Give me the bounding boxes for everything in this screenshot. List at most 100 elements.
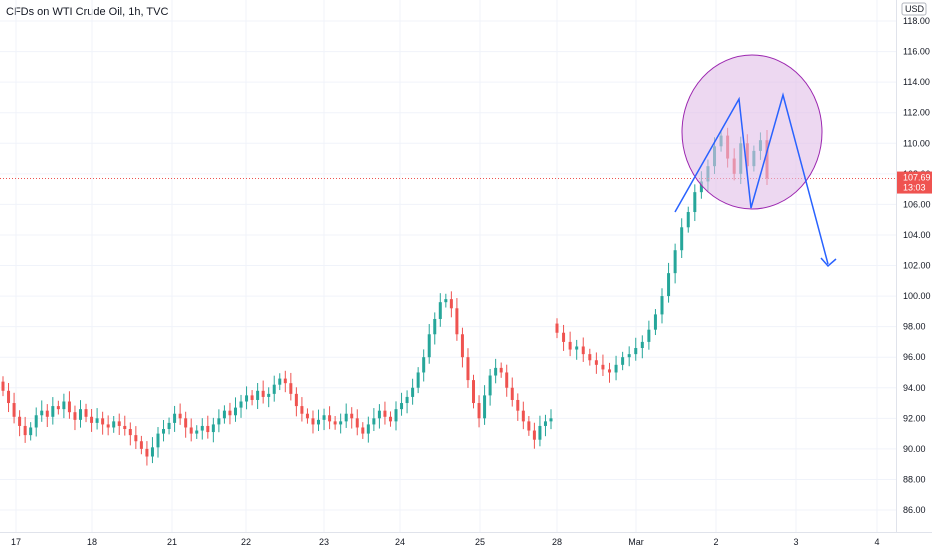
candle-body xyxy=(527,421,531,431)
price-tick-label: 98.00 xyxy=(903,322,926,332)
candle-body xyxy=(588,354,592,361)
candle-body xyxy=(416,372,420,388)
candle-body xyxy=(422,357,426,373)
candle-body xyxy=(95,418,99,423)
candle-body xyxy=(84,409,88,417)
candle-body xyxy=(640,341,644,349)
candle-body xyxy=(660,296,664,315)
price-tick-label: 106.00 xyxy=(903,199,931,209)
candle-body xyxy=(350,413,354,419)
candle-body xyxy=(466,357,470,381)
candle-body xyxy=(78,409,82,420)
candle-body xyxy=(239,401,243,408)
candle-body xyxy=(305,413,309,419)
candle-body xyxy=(184,418,188,428)
candle-body xyxy=(433,318,437,335)
candle-body xyxy=(686,212,690,228)
candlestick-series xyxy=(0,127,896,466)
candle-body xyxy=(328,415,332,422)
time-tick-label: 2 xyxy=(713,537,718,547)
candle-body xyxy=(647,329,651,342)
candle-body xyxy=(667,273,671,297)
candle-body xyxy=(12,403,16,417)
candle-body xyxy=(444,299,448,303)
candle-body xyxy=(200,425,204,431)
last-price-tag xyxy=(897,171,932,194)
projection-path[interactable] xyxy=(674,92,829,265)
candle-body xyxy=(45,410,49,417)
candle-body xyxy=(283,378,287,384)
user-drawings[interactable] xyxy=(674,54,837,268)
candle-body xyxy=(562,332,566,342)
candle-body xyxy=(222,410,226,419)
price-axis[interactable]: USD118.00116.00114.00112.00110.00108.001… xyxy=(896,0,932,532)
candle-body xyxy=(366,424,370,434)
candle-body xyxy=(614,364,618,373)
candle-body xyxy=(206,425,210,433)
candle-body xyxy=(405,396,409,404)
price-tick-label: 94.00 xyxy=(903,383,926,393)
candle-body xyxy=(333,421,337,425)
candle-body xyxy=(106,424,110,428)
candle-body xyxy=(411,387,415,397)
price-tick-label: 114.00 xyxy=(903,77,930,87)
candle-body xyxy=(372,418,376,425)
candle-body xyxy=(272,384,276,394)
candle-body xyxy=(383,410,387,417)
candle-body xyxy=(581,346,585,355)
time-tick-label: 21 xyxy=(167,537,177,547)
candle-body xyxy=(29,427,33,436)
candle-body xyxy=(339,421,343,425)
time-tick-label: 25 xyxy=(475,537,485,547)
candle-body xyxy=(1,381,5,391)
candle-body xyxy=(621,357,625,365)
time-tick-label: 28 xyxy=(552,537,562,547)
candle-body xyxy=(51,406,55,417)
candle-body xyxy=(634,348,638,355)
time-tick-label: 4 xyxy=(874,537,879,547)
countdown-label: 13:03 xyxy=(903,183,926,193)
time-tick-label: 22 xyxy=(241,537,251,547)
highlight-ellipse[interactable] xyxy=(681,54,823,210)
price-tick-label: 86.00 xyxy=(903,505,926,515)
candle-body xyxy=(156,433,160,448)
candle-body xyxy=(167,422,171,430)
candle-body xyxy=(427,334,431,358)
currency-box[interactable] xyxy=(901,2,927,16)
candle-body xyxy=(40,410,44,416)
candle-body xyxy=(90,416,94,423)
candle-body xyxy=(538,425,542,440)
candle-body xyxy=(18,416,22,426)
price-tick-label: 102.00 xyxy=(903,261,931,271)
candle-body xyxy=(228,410,232,416)
candle-body xyxy=(344,413,348,422)
candle-body xyxy=(693,192,697,213)
candle-body xyxy=(62,401,66,410)
price-tick-label: 110.00 xyxy=(903,138,930,148)
candle-body xyxy=(101,418,105,425)
time-axis[interactable]: 17 18 21 22 23 24 25 28 Mar 2 3 4 xyxy=(0,532,932,548)
candle-body xyxy=(400,403,404,410)
price-tick-label: 90.00 xyxy=(903,444,926,454)
price-tick-label: 92.00 xyxy=(903,413,926,423)
candle-body xyxy=(267,393,271,397)
currency-label: USD xyxy=(905,4,925,14)
candle-body xyxy=(178,413,182,419)
candle-body xyxy=(488,375,492,396)
candle-body xyxy=(494,367,498,376)
chart-title: CFDs on WTI Crude Oil, 1h, TVC xyxy=(6,6,169,18)
time-tick-label: 23 xyxy=(319,537,329,547)
candle-body xyxy=(594,360,598,365)
candle-body xyxy=(394,409,398,422)
candle-body xyxy=(123,425,127,430)
candle-body xyxy=(483,395,487,419)
candle-body xyxy=(289,383,293,394)
candle-body xyxy=(7,390,11,404)
candle-body xyxy=(128,429,132,436)
time-tick-label: 3 xyxy=(793,537,798,547)
candle-body xyxy=(134,435,138,442)
candle-body xyxy=(294,393,298,407)
candle-body xyxy=(575,346,579,350)
candle-body xyxy=(460,334,464,358)
